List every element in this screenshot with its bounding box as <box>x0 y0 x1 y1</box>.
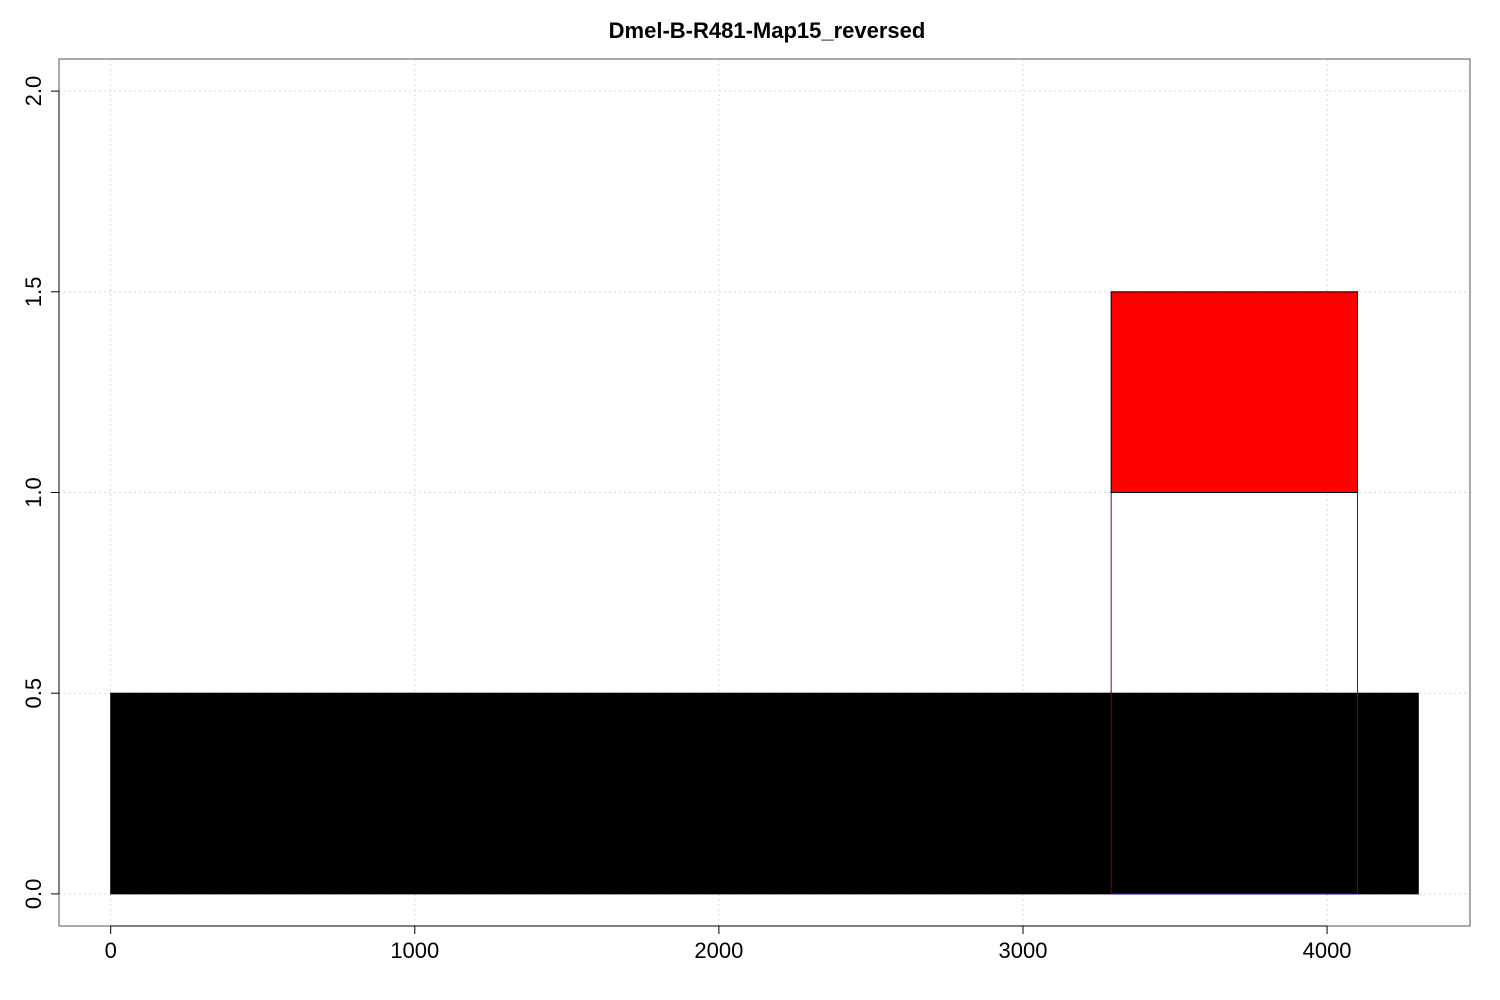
x-tick-label: 2000 <box>694 938 743 963</box>
x-tick-label: 3000 <box>999 938 1048 963</box>
bar-rect-0 <box>110 692 1419 895</box>
y-tick-label: 1.0 <box>21 477 46 508</box>
y-tick-label: 2.0 <box>21 76 46 107</box>
bar-rect-2 <box>1110 291 1358 493</box>
y-tick-label: 1.5 <box>21 277 46 308</box>
y-tick-label: 0.0 <box>21 879 46 910</box>
y-tick-label: 0.5 <box>21 678 46 709</box>
x-tick-label: 1000 <box>390 938 439 963</box>
chart-marks <box>110 291 1419 895</box>
y-axis: 0.0 0.5 1.0 1.5 2.0 <box>21 76 60 910</box>
x-tick-label: 4000 <box>1303 938 1352 963</box>
x-tick-label: 0 <box>105 938 117 963</box>
chart-title: Dmel-B-R481-Map15_reversed <box>609 18 926 43</box>
x-axis: 0 1000 2000 3000 4000 <box>105 925 1352 963</box>
